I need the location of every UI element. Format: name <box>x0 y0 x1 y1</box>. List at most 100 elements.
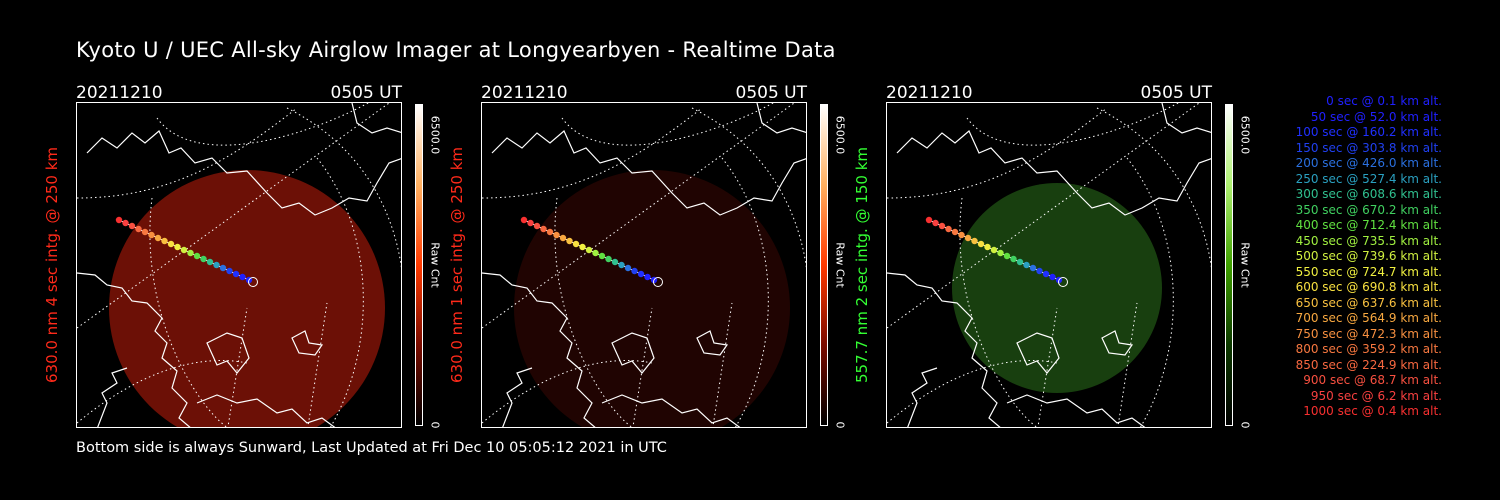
track-point <box>239 273 246 281</box>
legend-row: 650 sec @ 637.6 km alt. <box>1295 295 1442 310</box>
track-point <box>964 234 972 242</box>
legend-row: 350 sec @ 670.2 km alt. <box>1295 202 1442 217</box>
track-point <box>990 246 998 254</box>
track-point <box>553 231 560 239</box>
airglow-disk <box>952 183 1162 393</box>
track-point <box>631 267 638 275</box>
map-svg <box>887 103 1211 427</box>
colorbar-unit: Raw Cnt <box>428 242 442 288</box>
track-point <box>540 225 547 233</box>
track-point <box>925 216 933 224</box>
panel-date: 20211210 <box>886 83 973 103</box>
legend-row: 850 sec @ 224.9 km alt. <box>1295 357 1442 372</box>
lat-lon-grid <box>77 103 401 427</box>
track-point <box>1049 273 1056 281</box>
track-point <box>598 252 606 260</box>
track-legend: 0 sec @ 0.1 km alt. 50 sec @ 52.0 km alt… <box>1262 94 1442 420</box>
track-point <box>232 270 240 278</box>
track-point <box>135 225 142 233</box>
colorbar-min: 0 <box>428 421 442 429</box>
legend-row: 0 sec @ 0.1 km alt. <box>1326 94 1442 108</box>
track-point <box>997 249 1004 257</box>
page-title: Kyoto U / UEC All-sky Airglow Imager at … <box>76 38 836 62</box>
track-point <box>193 252 201 260</box>
track-point <box>533 222 541 230</box>
image-panel-2: 20211210 0505 UT 630.0 nm 1 sec intg. @ … <box>448 80 881 432</box>
allsky-map <box>886 102 1212 428</box>
track-point <box>226 267 233 275</box>
track-point <box>174 243 181 251</box>
panel-wavelength-label: 630.0 nm 1 sec intg. @ 250 km <box>448 146 466 384</box>
legend-row: 500 sec @ 739.6 km alt. <box>1295 249 1442 263</box>
track-point <box>605 255 612 263</box>
track-point <box>938 222 946 230</box>
track-point <box>161 237 168 245</box>
track-point <box>592 249 599 257</box>
station-marker <box>1058 277 1068 287</box>
colorbar-max: 6500.0 <box>833 115 847 155</box>
panel-time: 0505 UT <box>1140 83 1213 103</box>
legend-row: 800 sec @ 359.2 km alt. <box>1295 342 1442 356</box>
track-point <box>180 246 188 254</box>
panel-wavelength-label: 630.0 nm 4 sec intg. @ 250 km <box>43 146 61 384</box>
track-point <box>520 216 528 224</box>
track-point <box>527 219 534 227</box>
map-svg <box>482 103 806 427</box>
satellite-track <box>520 216 663 287</box>
track-point <box>206 258 214 266</box>
legend-row: 250 sec @ 527.4 km alt. <box>1295 171 1442 186</box>
track-point <box>579 243 586 251</box>
track-point <box>213 261 220 269</box>
track-point <box>585 246 593 254</box>
panel-date: 20211210 <box>481 83 568 103</box>
track-point <box>1016 258 1024 266</box>
track-point <box>977 240 985 248</box>
track-point <box>559 234 567 242</box>
track-point <box>958 231 965 239</box>
map-svg <box>77 103 401 427</box>
image-panel-3: 20211210 0505 UT 557.7 nm 2 sec intg. @ … <box>853 80 1286 432</box>
colorbar-max: 6500.0 <box>1238 115 1252 155</box>
track-point <box>618 261 625 269</box>
track-point <box>128 222 136 230</box>
station-marker <box>653 277 663 287</box>
legend-row: 700 sec @ 564.9 km alt. <box>1295 311 1442 325</box>
track-point <box>1023 261 1030 269</box>
legend-row: 900 sec @ 68.7 km alt. <box>1303 373 1442 387</box>
track-point <box>141 228 149 236</box>
track-point <box>167 240 175 248</box>
legend-row: 450 sec @ 735.5 km alt. <box>1295 233 1442 248</box>
track-point <box>219 264 227 272</box>
colorbar-unit: Raw Cnt <box>833 242 847 288</box>
track-point <box>644 273 651 281</box>
airglow-disk <box>109 170 385 427</box>
colorbar <box>415 104 423 426</box>
panel-wavelength-label: 557.7 nm 2 sec intg. @ 150 km <box>853 146 871 384</box>
panel-time: 0505 UT <box>735 83 808 103</box>
colorbar <box>820 104 828 426</box>
track-point <box>951 228 959 236</box>
colorbar-unit: Raw Cnt <box>1238 242 1252 288</box>
track-point <box>200 255 207 263</box>
track-point <box>971 237 978 245</box>
colorbar <box>1225 104 1233 426</box>
coastline <box>77 103 401 427</box>
track-point <box>566 237 573 245</box>
lat-lon-grid <box>482 103 806 427</box>
station-marker <box>248 277 258 287</box>
coastline <box>482 103 806 427</box>
legend-row: 950 sec @ 6.2 km alt. <box>1310 388 1442 403</box>
track-point <box>572 240 580 248</box>
satellite-track <box>115 216 258 287</box>
legend-row: 750 sec @ 472.3 km alt. <box>1295 326 1442 341</box>
track-point <box>932 219 939 227</box>
track-point <box>1042 270 1050 278</box>
panel-date: 20211210 <box>76 83 163 103</box>
legend-row: 600 sec @ 690.8 km alt. <box>1295 280 1442 294</box>
allsky-map <box>481 102 807 428</box>
legend-row: 150 sec @ 303.8 km alt. <box>1295 140 1442 155</box>
track-point <box>945 225 952 233</box>
legend-row: 50 sec @ 52.0 km alt. <box>1310 109 1442 124</box>
legend-row: 1000 sec @ 0.4 km alt. <box>1303 404 1442 418</box>
legend-row: 200 sec @ 426.0 km alt. <box>1295 156 1442 170</box>
